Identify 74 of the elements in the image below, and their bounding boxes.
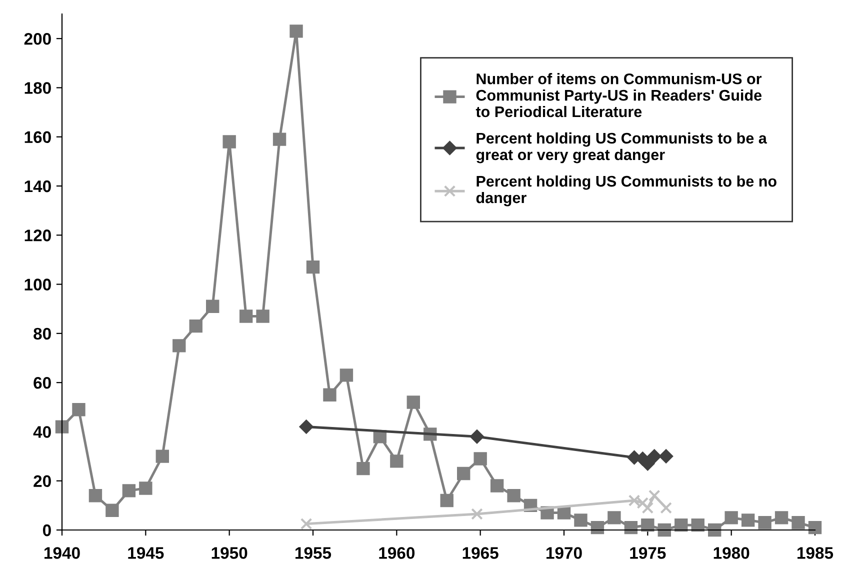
- point: [758, 516, 772, 530]
- x-tick-label: 1965: [462, 547, 498, 559]
- point: [774, 511, 788, 524]
- y-tick-label: 160: [24, 131, 51, 144]
- point: [206, 300, 220, 313]
- y-tick-label: 60: [34, 376, 51, 389]
- y-tick-label: 0: [42, 524, 51, 536]
- point: [471, 508, 483, 520]
- point: [406, 396, 420, 409]
- point: [323, 388, 336, 402]
- legend-label: Number of items on Communism-US or Communist Party-US in Readers' Guide to Periodical Literature: [476, 73, 762, 118]
- point: [660, 502, 672, 514]
- point: [356, 462, 370, 476]
- point: [189, 319, 202, 333]
- point: [691, 518, 704, 532]
- x-tick-label: 1940: [44, 547, 80, 559]
- point: [306, 260, 320, 274]
- point: [808, 520, 822, 534]
- point: [139, 482, 152, 495]
- point: [648, 490, 660, 502]
- point: [674, 518, 688, 532]
- x-tick-label: 1975: [630, 547, 666, 559]
- point: [741, 514, 755, 527]
- point: [792, 516, 805, 530]
- x-tick-label: 1980: [714, 547, 750, 559]
- y-tick-label: 200: [24, 32, 51, 45]
- x-tick-label: 1945: [128, 547, 164, 559]
- point: [624, 520, 638, 534]
- y-tick-label: 40: [33, 426, 51, 438]
- point: [172, 339, 186, 352]
- y-tick-label: 80: [34, 328, 51, 340]
- y-tick-label: 180: [24, 82, 51, 94]
- point: [474, 452, 487, 466]
- point: [222, 135, 236, 148]
- point: [300, 518, 312, 530]
- point: [490, 479, 504, 492]
- point: [290, 24, 303, 38]
- point: [642, 502, 654, 514]
- point: [708, 523, 722, 537]
- point: [724, 511, 738, 524]
- y-tick-label: 100: [24, 278, 51, 290]
- x-tick-label: 1960: [379, 547, 415, 559]
- y-tick-label: 120: [24, 230, 51, 242]
- x-tick-label: 1955: [296, 547, 332, 559]
- point: [470, 430, 484, 444]
- x-tick-label: 1970: [546, 547, 582, 559]
- point: [72, 403, 86, 416]
- point: [457, 466, 470, 480]
- point: [55, 420, 69, 434]
- y-tick-label: 140: [24, 180, 51, 192]
- point: [647, 449, 662, 464]
- point: [340, 368, 354, 382]
- point: [658, 523, 671, 537]
- point: [659, 449, 674, 464]
- point: [272, 132, 286, 146]
- point: [106, 504, 119, 517]
- point: [88, 489, 102, 502]
- point: [239, 310, 253, 323]
- point: [156, 450, 169, 463]
- point: [299, 420, 314, 434]
- x-tick-label: 1985: [798, 547, 834, 559]
- point: [608, 511, 621, 524]
- point: [507, 489, 520, 502]
- point: [641, 518, 654, 532]
- point: [390, 454, 404, 468]
- point: [256, 310, 270, 323]
- point: [122, 484, 136, 498]
- x-tick-label: 1950: [212, 547, 248, 559]
- point: [574, 514, 588, 527]
- legend-label: Percent holding US Communists to be a great or very great danger: [476, 132, 767, 164]
- legend-label: Percent holding US Communists to be no danger: [476, 175, 776, 206]
- point: [440, 494, 454, 508]
- y-tick-label: 20: [34, 475, 51, 488]
- point: [590, 520, 604, 534]
